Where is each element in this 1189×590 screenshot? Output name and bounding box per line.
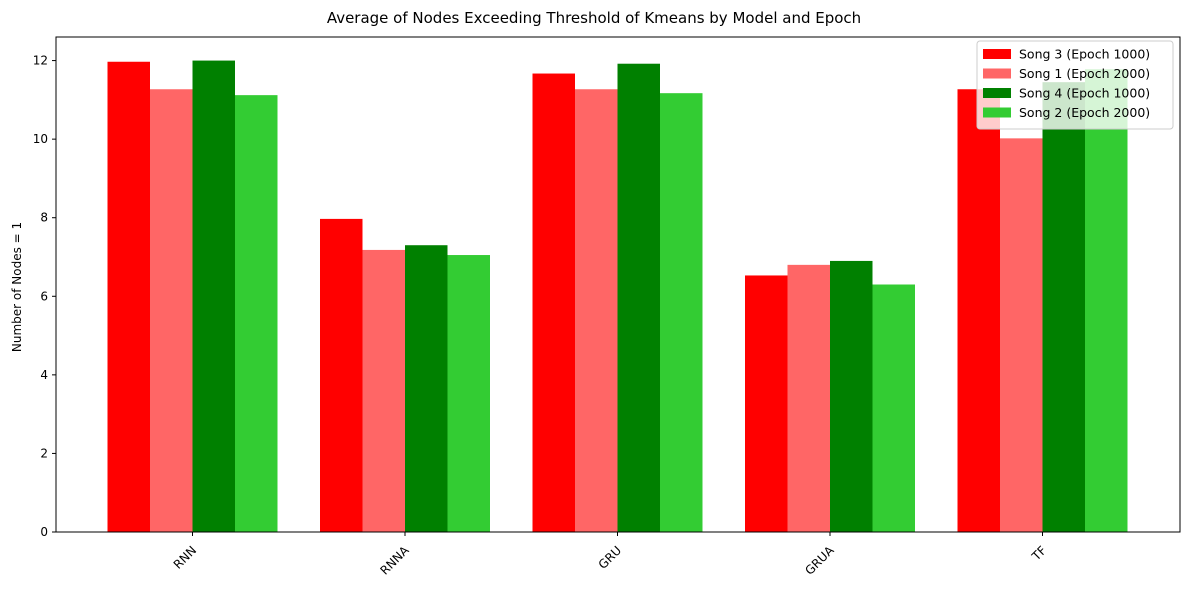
legend-swatch [983, 107, 1011, 118]
bar-gru-series-4 [660, 93, 703, 532]
bar-rnna-series-1 [320, 218, 363, 532]
plot-area: 0 2 4 6 8 10 12 RNN RNNA GRU GRUA TF [33, 36, 1181, 578]
y-tick-label: 10 [33, 132, 48, 146]
y-tick-label: 0 [40, 525, 48, 539]
bar-rnn-series-4 [235, 95, 278, 533]
legend-box [976, 40, 1174, 130]
y-tick-label: 2 [40, 446, 48, 460]
legend: Song 3 (Epoch 1000) Song 1 (Epoch 2000) So… [976, 40, 1174, 130]
chart-title: Average of Nodes Exceeding Threshold of … [327, 9, 861, 27]
bar-gru-series-1 [532, 73, 575, 533]
bar-rnn-series-1 [107, 61, 150, 532]
bar-rnna-series-4 [447, 255, 490, 533]
x-tick-label: GRUA [802, 543, 837, 578]
y-tick-label: 8 [40, 211, 48, 225]
bar-rnna-series-2 [362, 249, 405, 532]
legend-entry-label: Song 1 (Epoch 2000) [1019, 66, 1150, 81]
bar-grua-series-1 [745, 275, 788, 532]
legend-swatch [983, 68, 1011, 79]
bar-gru-series-2 [575, 89, 618, 532]
legend-swatch [983, 88, 1011, 98]
bar-rnn-series-3 [192, 60, 235, 532]
legend-entry-label: Song 4 (Epoch 1000) [1019, 86, 1150, 101]
y-axis-label: Number of Nodes = 1 [10, 222, 24, 352]
x-tick-label: TF [1029, 543, 1050, 564]
x-tick-label: GRU [596, 543, 625, 572]
y-tick-label: 6 [40, 289, 48, 303]
bar-grua-series-3 [830, 260, 873, 532]
bar-tf-series-4 [1085, 69, 1128, 532]
bar-tf-series-3 [1042, 82, 1085, 532]
bar-tf-series-1 [957, 89, 1000, 532]
bar-rnn-series-2 [150, 89, 193, 532]
bar-grua-series-2 [787, 264, 830, 532]
legend-swatch [983, 49, 1011, 59]
legend-entry-label: Song 3 (Epoch 1000) [1019, 47, 1150, 62]
y-tick-label: 4 [40, 368, 48, 382]
bar-rnna-series-3 [405, 245, 448, 532]
bar-grua-series-4 [872, 284, 915, 532]
bar-gru-series-3 [617, 63, 660, 532]
x-tick-label: RNN [171, 543, 199, 571]
legend-entry-label: Song 2 (Epoch 2000) [1019, 105, 1150, 120]
x-tick-label: RNNA [377, 543, 412, 578]
bar-tf-series-2 [1000, 138, 1043, 532]
y-tick-label: 12 [33, 54, 48, 68]
